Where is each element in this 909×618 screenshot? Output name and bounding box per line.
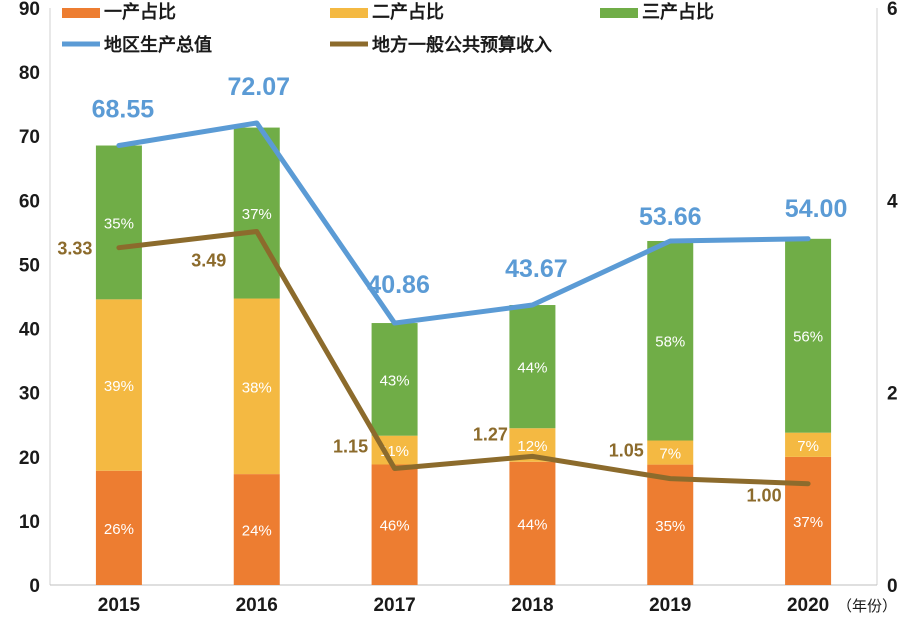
y-left-tick-label: 20 (19, 448, 40, 469)
line-series (116, 120, 811, 487)
bar-segment-tertiary (785, 238, 832, 433)
bar-segment-tertiary (509, 305, 556, 429)
bar-segment-tertiary (371, 323, 418, 436)
bar-segment-tertiary (647, 240, 694, 441)
x-tick-label: 2020 (787, 595, 829, 616)
y-left-tick-label: 30 (19, 384, 40, 405)
legend-label-revenue: 地方一般公共预算收入 (372, 34, 552, 56)
y-left-tick-label: 0 (29, 576, 40, 597)
x-ticks: 2015 2016 2017 2018 2019 2020 (98, 595, 829, 616)
y-left-ticks: 0 10 20 30 40 50 60 70 80 90 (19, 0, 40, 597)
y-left-tick-label: 40 (19, 320, 40, 341)
y-left-tick-label: 10 (19, 512, 40, 533)
bar-segment-secondary (95, 299, 142, 471)
y-left-tick-label: 90 (19, 0, 40, 20)
segment-percent-label: 37% (242, 206, 272, 223)
legend-label-secondary: 二产占比 (372, 1, 444, 23)
gdp-value-label: 43.67 (505, 255, 568, 283)
revenue-value-label: 1.05 (609, 441, 644, 461)
segment-percent-label: 24% (242, 523, 272, 540)
gdp-value-label: 72.07 (227, 73, 290, 101)
segment-percent-label: 7% (797, 438, 819, 455)
revenue-value-label: 3.33 (57, 239, 92, 259)
bar-segment-tertiary (95, 145, 142, 300)
revenue-line (116, 228, 811, 487)
segment-percent-label: 35% (104, 215, 134, 232)
x-unit-label: （年份） (837, 597, 897, 615)
gdp-line (116, 120, 811, 326)
y-right-tick-label: 6 (887, 0, 898, 20)
x-tick-label: 2019 (649, 595, 691, 616)
bar-segment-secondary (647, 440, 694, 465)
legend: 一产占比 二产占比 三产占比 地区生产总值 地方一般公共预算收入 (62, 1, 714, 56)
bar-segment-primary (509, 461, 556, 585)
line-labels: 68.55 72.07 40.86 43.67 53.66 54.00 3.33 3.49 1.… (57, 73, 847, 506)
segment-percent-label: 56% (793, 329, 823, 346)
gdp-value-label: 40.86 (367, 271, 430, 299)
segment-percent-label: 12% (517, 438, 547, 455)
y-left-tick-label: 50 (19, 255, 40, 276)
segment-percent-label: 44% (517, 360, 547, 377)
segment-percent-label: 38% (242, 379, 272, 396)
segment-percent-label: 46% (380, 518, 410, 535)
bar-segment-primary (647, 464, 694, 585)
revenue-value-label: 1.27 (473, 424, 508, 444)
bar-segment-primary (371, 464, 418, 585)
y-left-tick-label: 70 (19, 127, 40, 148)
segment-percent-label: 37% (793, 514, 823, 531)
y-right-ticks: 0 2 4 6 (887, 0, 898, 597)
segment-percent-label: 7% (659, 446, 681, 463)
bar-segment-tertiary (233, 127, 280, 299)
bar-segment-primary (785, 456, 832, 585)
legend-swatch-secondary (330, 8, 368, 18)
x-tick-label: 2018 (511, 595, 553, 616)
segment-percent-label: 44% (517, 516, 547, 533)
stacked-bars (95, 127, 832, 585)
y-right-tick-label: 4 (887, 191, 898, 212)
y-left-tick-label: 80 (19, 63, 40, 84)
x-tick-label: 2015 (98, 595, 141, 616)
revenue-value-label: 3.49 (191, 250, 226, 270)
bar-segment-primary (233, 474, 280, 585)
legend-swatch-tertiary (600, 8, 638, 18)
bar-segment-secondary (785, 432, 832, 457)
segment-labels: 26%39%35%24%38%37%46%11%43%44%12%44%35%7… (104, 206, 823, 540)
x-tick-label: 2017 (373, 595, 415, 616)
gdp-value-label: 53.66 (639, 203, 702, 231)
segment-percent-label: 39% (104, 378, 134, 395)
legend-label-primary: 一产占比 (104, 1, 176, 23)
segment-percent-label: 58% (655, 334, 685, 351)
legend-label-tertiary: 三产占比 (642, 1, 714, 23)
y-right-tick-label: 2 (887, 384, 898, 405)
segment-percent-label: 26% (104, 521, 134, 538)
legend-swatch-primary (62, 8, 100, 18)
bar-segment-primary (95, 470, 142, 585)
gdp-value-label: 68.55 (92, 96, 155, 124)
y-left-tick-label: 60 (19, 191, 40, 212)
y-right-tick-label: 0 (887, 576, 898, 597)
segment-percent-label: 35% (655, 518, 685, 535)
gdp-value-label: 54.00 (785, 195, 848, 223)
revenue-value-label: 1.00 (747, 486, 782, 506)
revenue-value-label: 1.15 (333, 437, 368, 457)
legend-label-gdp: 地区生产总值 (104, 34, 212, 56)
x-tick-label: 2016 (236, 595, 278, 616)
bar-segment-secondary (233, 298, 280, 475)
segment-percent-label: 43% (380, 372, 410, 389)
